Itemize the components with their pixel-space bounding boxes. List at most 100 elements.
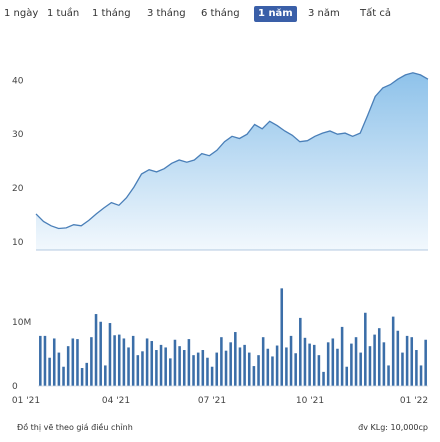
- volume-bar: [169, 358, 172, 386]
- x-axis: 01 '21 04 '21 07 '21 10 '21 01 '22: [12, 396, 428, 406]
- tab-3-năm[interactable]: 3 năm: [308, 8, 340, 19]
- volume-bar: [391, 316, 395, 386]
- volume-bar: [131, 335, 135, 386]
- volume-bar: [280, 288, 284, 386]
- tab-3-tháng[interactable]: 3 tháng: [147, 8, 186, 19]
- volume-bar: [336, 348, 339, 386]
- adjusted-price-note: Đồ thị vẽ theo giá điều chỉnh: [17, 423, 133, 432]
- x-tick: 07 '21: [198, 396, 226, 406]
- volume-bar: [76, 339, 79, 386]
- tab-6-tháng[interactable]: 6 tháng: [201, 8, 240, 19]
- price-panel: 10 20 30 40: [12, 72, 429, 251]
- volume-bar: [127, 347, 130, 386]
- volume-bar: [312, 344, 316, 386]
- volume-bar: [43, 335, 47, 386]
- volume-bar: [396, 330, 400, 386]
- volume-bar: [345, 366, 349, 386]
- price-line: [35, 72, 429, 230]
- volume-bar: [359, 352, 362, 386]
- volume-bar: [289, 335, 293, 386]
- volume-bar: [39, 335, 42, 386]
- volume-bar: [48, 357, 51, 386]
- price-y-tick: 30: [12, 130, 24, 140]
- x-tick: 10 '21: [296, 396, 324, 406]
- volume-bar: [326, 342, 330, 386]
- volume-bar: [271, 356, 274, 386]
- volume-bar: [108, 323, 112, 386]
- volume-bar: [401, 352, 404, 386]
- volume-bar: [164, 347, 167, 386]
- volume-bar: [173, 339, 177, 386]
- volume-bar: [410, 337, 414, 386]
- volume-y-tick: 10M: [12, 318, 31, 328]
- volume-bar: [66, 346, 70, 386]
- volume-bar: [85, 362, 89, 386]
- volume-bar: [62, 366, 65, 386]
- volume-bar: [150, 341, 154, 386]
- x-tick: 04 '21: [102, 396, 130, 406]
- volume-bar: [257, 355, 260, 386]
- volume-bar: [71, 338, 75, 386]
- volume-bar: [424, 339, 427, 386]
- volume-bar: [415, 350, 418, 386]
- tab-1-ngày[interactable]: 1 ngày: [4, 8, 39, 19]
- volume-bar: [299, 317, 302, 386]
- price-y-tick: 20: [12, 184, 24, 194]
- volume-bar: [182, 350, 186, 386]
- tab-Tất-cả[interactable]: Tất cả: [360, 8, 391, 19]
- volume-bar: [364, 312, 367, 386]
- volume-bar: [117, 334, 121, 386]
- volume-bar: [247, 352, 251, 386]
- volume-bar: [382, 342, 386, 386]
- volume-bar: [90, 337, 93, 386]
- volume-bar: [113, 335, 116, 386]
- volume-bar: [178, 346, 181, 386]
- volume-bar: [234, 332, 237, 386]
- volume-bar: [155, 350, 158, 386]
- volume-bar: [104, 365, 107, 386]
- volume-bar: [322, 371, 325, 386]
- price-y-tick: 10: [12, 238, 24, 248]
- volume-bar: [52, 338, 56, 386]
- volume-bar: [331, 338, 335, 386]
- volume-bar: [340, 326, 344, 386]
- volume-bar: [136, 355, 140, 386]
- volume-bar: [215, 352, 219, 386]
- volume-bar: [201, 350, 205, 386]
- volume-bar: [80, 368, 84, 386]
- volume-bar: [308, 343, 311, 386]
- volume-bar: [285, 347, 288, 386]
- volume-bar: [145, 338, 149, 386]
- x-tick: 01 '22: [400, 396, 428, 406]
- volume-bar: [206, 357, 209, 386]
- volume-bar: [238, 347, 242, 386]
- volume-bar: [419, 365, 423, 386]
- volume-bar: [220, 337, 223, 386]
- volume-unit-note: đv KLg: 10,000cp: [358, 423, 428, 432]
- volume-bar: [405, 335, 409, 386]
- volume-panel: 0 10M: [12, 288, 428, 392]
- volume-bar: [373, 334, 376, 386]
- volume-bar: [99, 321, 102, 386]
- volume-bar: [122, 338, 126, 386]
- volume-bar: [94, 314, 98, 386]
- volume-bar: [303, 337, 307, 386]
- tab-1-tuần[interactable]: 1 tuần: [47, 8, 80, 19]
- volume-bar: [210, 366, 214, 386]
- tab-1-năm[interactable]: 1 năm: [254, 6, 297, 22]
- tab-1-tháng[interactable]: 1 tháng: [92, 8, 131, 19]
- volume-bar: [252, 366, 256, 386]
- volume-bar: [196, 352, 200, 386]
- volume-bar: [261, 337, 265, 386]
- volume-bar: [354, 337, 358, 386]
- volume-bar: [266, 348, 270, 386]
- time-range-tabs: 1 ngày 1 tuần 1 tháng 3 tháng 6 tháng 1 năm 3 …: [0, 6, 440, 24]
- x-tick: 01 '21: [12, 396, 40, 406]
- volume-bar: [377, 328, 381, 386]
- volume-bar: [159, 344, 163, 386]
- volume-bar: [350, 343, 353, 386]
- volume-bar: [317, 355, 321, 386]
- volume-bar: [192, 355, 195, 386]
- volume-bar: [275, 345, 279, 386]
